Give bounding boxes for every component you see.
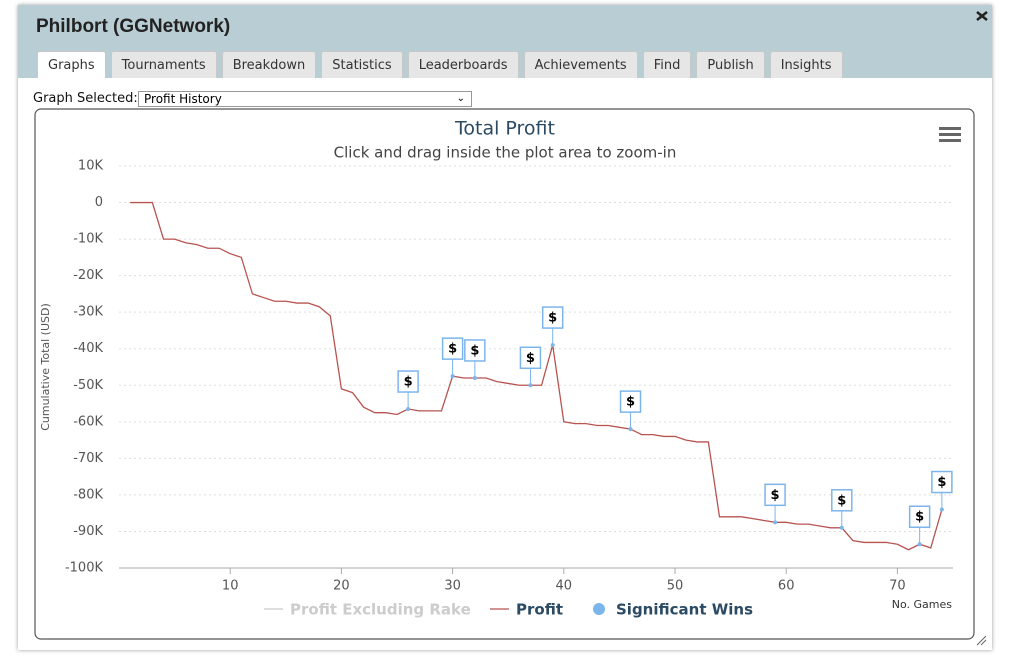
legend-label: Profit Excluding Rake	[290, 601, 471, 619]
significant-win: $	[464, 339, 486, 380]
profit-line	[130, 201, 943, 551]
x-axis-title: No. Games	[892, 598, 953, 611]
legend-label: Profit	[516, 601, 563, 619]
x-tick-label: 10	[222, 579, 239, 594]
significant-win: $	[397, 370, 419, 412]
y-tick-label: 0	[95, 195, 103, 210]
flag-label: $	[448, 342, 457, 357]
tab[interactable]: Publish	[696, 51, 765, 78]
y-tick-label: 10K	[78, 159, 104, 174]
flag-label: $	[771, 488, 780, 503]
y-tick-label: -20K	[73, 268, 103, 283]
window-title: Philbort (GGNetwork)	[36, 16, 231, 37]
x-tick-label: 40	[556, 579, 573, 594]
significant-win-point	[939, 507, 944, 512]
chart-subtitle: Click and drag inside the plot area to z…	[334, 144, 677, 162]
y-tick-label: -50K	[73, 378, 103, 393]
y-tick-label: -30K	[73, 305, 103, 320]
flag-label: $	[548, 311, 557, 326]
y-tick-label: -40K	[73, 341, 103, 356]
tab[interactable]: Graphs	[37, 51, 106, 78]
significant-win: $	[931, 470, 953, 512]
menu-icon[interactable]	[939, 127, 961, 142]
y-tick-label: -70K	[73, 451, 103, 466]
tab[interactable]: Tournaments	[110, 51, 217, 78]
y-tick-label: -60K	[73, 414, 103, 429]
flag-label: $	[915, 510, 924, 525]
significant-win-point	[406, 407, 411, 412]
significant-win: $	[519, 346, 542, 388]
significant-win-point	[528, 383, 533, 388]
significant-win-point	[450, 374, 455, 379]
legend-symbol	[593, 603, 605, 615]
x-tick-label: 50	[667, 579, 684, 594]
y-axis-title: Cumulative Total (USD)	[39, 303, 52, 431]
significant-win: $	[831, 489, 853, 530]
graph-select-value: Profit History	[144, 92, 222, 106]
flag-box	[619, 390, 642, 413]
flag-label: $	[526, 351, 535, 366]
x-tick-label: 30	[444, 579, 461, 594]
graph-select[interactable]: Profit History ⌄	[138, 91, 472, 107]
close-icon[interactable]	[976, 11, 988, 21]
significant-win: $	[764, 483, 786, 525]
x-tick-label: 60	[778, 579, 795, 594]
dropdown-arrow: ⌄	[456, 93, 465, 104]
y-tick-label: -80K	[73, 487, 103, 502]
resize-grip	[976, 635, 987, 646]
legend-label: Significant Wins	[616, 601, 753, 619]
flag-box	[541, 306, 564, 329]
graph-select-label: Graph Selected:	[33, 91, 138, 106]
tab[interactable]: Achievements	[523, 51, 638, 78]
significant-win-point	[472, 375, 477, 380]
significant-win: $	[619, 390, 642, 432]
significant-win-point	[773, 520, 778, 525]
y-tick-label: -10K	[73, 232, 103, 247]
significant-win: $	[441, 337, 464, 379]
flag-label: $	[404, 375, 413, 390]
tab[interactable]: Statistics	[321, 51, 403, 78]
tab-bar: Graphs Tournaments Breakdown Statistics Lead…	[37, 51, 843, 78]
flag-box	[764, 483, 786, 507]
significant-win: $	[541, 306, 564, 348]
flag-label: $	[937, 475, 946, 490]
flag-box	[908, 505, 931, 528]
y-tick-label: -100K	[65, 561, 104, 576]
tab[interactable]: Find	[642, 51, 692, 78]
x-tick-label: 70	[889, 579, 906, 594]
flag-box	[464, 339, 486, 362]
flag-box	[931, 470, 953, 494]
significant-win-point	[550, 343, 555, 348]
flag-box	[397, 370, 419, 393]
flag-label: $	[626, 395, 635, 410]
flag-box	[441, 337, 464, 360]
tab[interactable]: Breakdown	[221, 51, 317, 78]
y-tick-label: -90K	[73, 524, 103, 539]
chart-title: Total Profit	[454, 118, 555, 140]
flag-box	[519, 346, 542, 370]
x-tick-label: 20	[333, 579, 350, 594]
significant-win-point	[628, 427, 633, 432]
significant-win: $	[908, 505, 931, 547]
flag-label: $	[470, 343, 479, 358]
window-header: Philbort (GGNetwork) Graphs Tournaments Br…	[18, 5, 992, 78]
chart-frame	[34, 108, 975, 640]
flag-box	[831, 489, 853, 512]
significant-win-point	[839, 525, 844, 530]
significant-win-point	[917, 542, 922, 547]
tab[interactable]: Insights	[769, 51, 843, 78]
tab[interactable]: Leaderboards	[407, 51, 519, 78]
flag-label: $	[837, 493, 846, 508]
